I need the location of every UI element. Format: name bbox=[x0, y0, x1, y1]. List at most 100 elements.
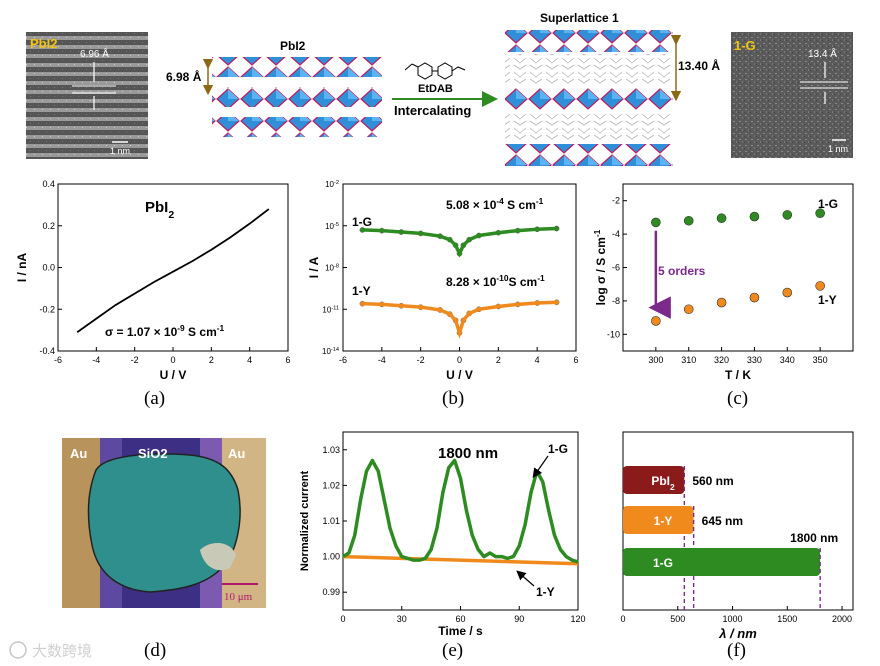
panel-letter-c: (c) bbox=[727, 388, 748, 409]
chart-b-xtick-label: 0 bbox=[457, 355, 462, 365]
chart-e-xtick-label: 30 bbox=[397, 614, 407, 624]
intercalation-arrow: EtDAB Intercalating bbox=[392, 62, 498, 118]
chart-f: 0 500 1000 1500 2000 PbI2 560 nm 1-Y 645 nm 1-G 18… bbox=[620, 431, 854, 641]
chart-b-xtick-label: -4 bbox=[378, 355, 386, 365]
chart-c-xlabel: T / K bbox=[725, 368, 751, 382]
chart-c-point-1-Y bbox=[782, 287, 793, 298]
chart-b-ytick-label: 10-2 bbox=[325, 180, 339, 189]
chart-b-ytick-label: 10-11 bbox=[322, 305, 339, 314]
chart-f-xtick-label: 1500 bbox=[777, 614, 797, 624]
superlattice-title: Superlattice 1 bbox=[540, 11, 619, 25]
chart-a-title: PbI2 bbox=[145, 199, 174, 221]
chart-f-value-label-1-G: 1800 nm bbox=[790, 531, 838, 545]
chart-f-xtick-label: 2000 bbox=[832, 614, 852, 624]
chart-c-point-1-G bbox=[815, 208, 825, 219]
pbi2-spacing-label: 6.98 Å bbox=[166, 69, 202, 84]
chart-c-ytick-label: -10 bbox=[607, 329, 620, 339]
chart-e-series-label-1Y: 1-Y bbox=[536, 585, 555, 599]
chart-e-ytick-label: 1.00 bbox=[322, 552, 340, 562]
chart-e-series-label-1G: 1-G bbox=[548, 442, 568, 456]
chart-a-ytick-label: 0.4 bbox=[42, 179, 55, 189]
chart-f-bar-label-1-G: 1-G bbox=[653, 556, 673, 570]
chart-e-ytick-label: 0.99 bbox=[322, 587, 340, 597]
chart-b-line-1-Y bbox=[362, 300, 557, 339]
chart-c-xtick-label: 350 bbox=[813, 355, 828, 365]
chart-e-xtick-label: 60 bbox=[455, 614, 465, 624]
chart-f-xtick-label: 0 bbox=[620, 614, 625, 624]
chart-c-point-1-Y bbox=[749, 292, 760, 303]
chart-e-xtick-label: 0 bbox=[340, 614, 345, 624]
chart-a-ylabel: I / nA bbox=[15, 253, 29, 283]
chart-e-line-1G bbox=[342, 458, 579, 564]
chart-b-xtick-label: -6 bbox=[339, 355, 347, 365]
chart-e-title: 1800 nm bbox=[438, 445, 498, 462]
molecule-label: EtDAB bbox=[418, 83, 453, 95]
chart-f-xlabel: λ / nm bbox=[718, 626, 757, 641]
chart-b-series-label-1G: 1-G bbox=[352, 215, 372, 229]
chart-f-bar-label-1-Y: 1-Y bbox=[654, 514, 673, 528]
chart-e-xtick-label: 120 bbox=[570, 614, 585, 624]
micrograph-left-label: Au bbox=[70, 446, 87, 461]
tem-right-label: 1-G bbox=[734, 38, 756, 53]
arrow-label: Intercalating bbox=[394, 103, 471, 118]
chart-b-ylabel: I / A bbox=[307, 256, 321, 278]
chart-b-xtick-label: 4 bbox=[535, 355, 540, 365]
etdab-molecule-icon bbox=[404, 62, 466, 80]
chart-a: -6 -4 -2 0 2 4 6 -0.4 -0.2 0.0 0.2 0.4 PbI2 σ = 1.07 … bbox=[15, 179, 291, 382]
chart-f-bar-label-PbI2: PbI2 bbox=[651, 474, 675, 492]
optical-micrograph: Au SiO2 Au 10 μm bbox=[62, 438, 266, 608]
chart-b-conductivity-1Y: 8.28 × 10-10S cm-1 bbox=[446, 273, 545, 289]
chart-b-xtick-label: 6 bbox=[573, 355, 578, 365]
chart-c-point-1-Y bbox=[683, 304, 694, 315]
chart-e-arrow-1G bbox=[532, 455, 549, 478]
tem-image-right: 1-G 13.4 Å 1 nm bbox=[731, 32, 853, 158]
chart-a-ytick-label: -0.4 bbox=[39, 346, 55, 356]
chart-e: 0 30 60 90 120 0.99 1.00 1.01 1.02 1.03 1800 nm 1-G… bbox=[299, 431, 586, 638]
chart-e-ytick-label: 1.03 bbox=[322, 445, 340, 455]
micrograph-center-label: SiO2 bbox=[138, 446, 168, 461]
chart-c-series-label-1G: 1-G bbox=[818, 197, 838, 211]
chart-c-xtick-label: 340 bbox=[780, 355, 795, 365]
chart-e-ylabel: Normalized current bbox=[299, 471, 311, 572]
chart-c-point-1-G bbox=[782, 210, 793, 220]
chart-a-xtick-label: 6 bbox=[285, 355, 290, 365]
chart-e-xtick-label: 90 bbox=[514, 614, 524, 624]
panel-letter-e: (e) bbox=[442, 640, 463, 661]
chart-c-ytick-label: -4 bbox=[612, 229, 620, 239]
chart-b-conductivity-1G: 5.08 × 10-4 S cm-1 bbox=[446, 196, 544, 212]
micrograph-scale-label: 10 μm bbox=[224, 591, 253, 603]
chart-c-ytick-label: -2 bbox=[612, 196, 620, 206]
chart-f-xtick-label: 1000 bbox=[723, 614, 743, 624]
chart-a-xlabel: U / V bbox=[160, 368, 187, 382]
chart-f-bar-1-G bbox=[623, 548, 821, 576]
chart-c-ytick-label: -6 bbox=[612, 263, 620, 273]
chart-b: -6 -4 -2 0 2 4 6 10-14 10-11 10-8 10-5 10-2 1-G 1-Y 5.… bbox=[307, 180, 579, 382]
chart-b-xtick-label: 2 bbox=[496, 355, 501, 365]
chart-e-xlabel: Time / s bbox=[438, 624, 483, 638]
chart-c-point-1-Y bbox=[716, 297, 727, 308]
chart-c-xtick-label: 320 bbox=[714, 355, 729, 365]
chart-a-xtick-label: -4 bbox=[92, 355, 100, 365]
pbi2-structure: PbI2 6.98 Å bbox=[166, 39, 382, 137]
chart-a-ytick-label: 0.0 bbox=[42, 263, 55, 273]
chart-c-point-1-Y bbox=[651, 316, 661, 326]
chart-a-series-line bbox=[76, 208, 270, 333]
chart-b-series-label-1Y: 1-Y bbox=[352, 284, 371, 298]
chart-f-xtick-label: 500 bbox=[670, 614, 685, 624]
chart-f-bar-1-Y bbox=[623, 506, 694, 534]
tem-image-left: PbI2 6.96 Å 1 nm bbox=[26, 32, 148, 159]
chart-b-ytick-label: 10-14 bbox=[322, 347, 339, 356]
panel-letter-b: (b) bbox=[442, 388, 464, 409]
micrograph-right-label: Au bbox=[228, 446, 245, 461]
chart-b-ytick-label: 10-5 bbox=[325, 222, 339, 231]
watermark: 大数跨境 bbox=[9, 641, 92, 660]
superlattice-structure: Superlattice 1 13.40 Å bbox=[505, 11, 720, 166]
chart-a-ytick-label: -0.2 bbox=[39, 304, 55, 314]
chart-f-value-label-PbI2: 560 nm bbox=[692, 474, 733, 488]
chart-c: 300 310 320 330 340 350 -10 -8 -6 -4 -2 1-G 1-Y 5 ord… bbox=[592, 183, 854, 382]
panel-letter-f: (f) bbox=[727, 640, 746, 661]
chart-c-ytick-label: -8 bbox=[612, 296, 620, 306]
chart-e-ytick-label: 1.02 bbox=[322, 480, 340, 490]
chart-c-xtick-label: 310 bbox=[681, 355, 696, 365]
